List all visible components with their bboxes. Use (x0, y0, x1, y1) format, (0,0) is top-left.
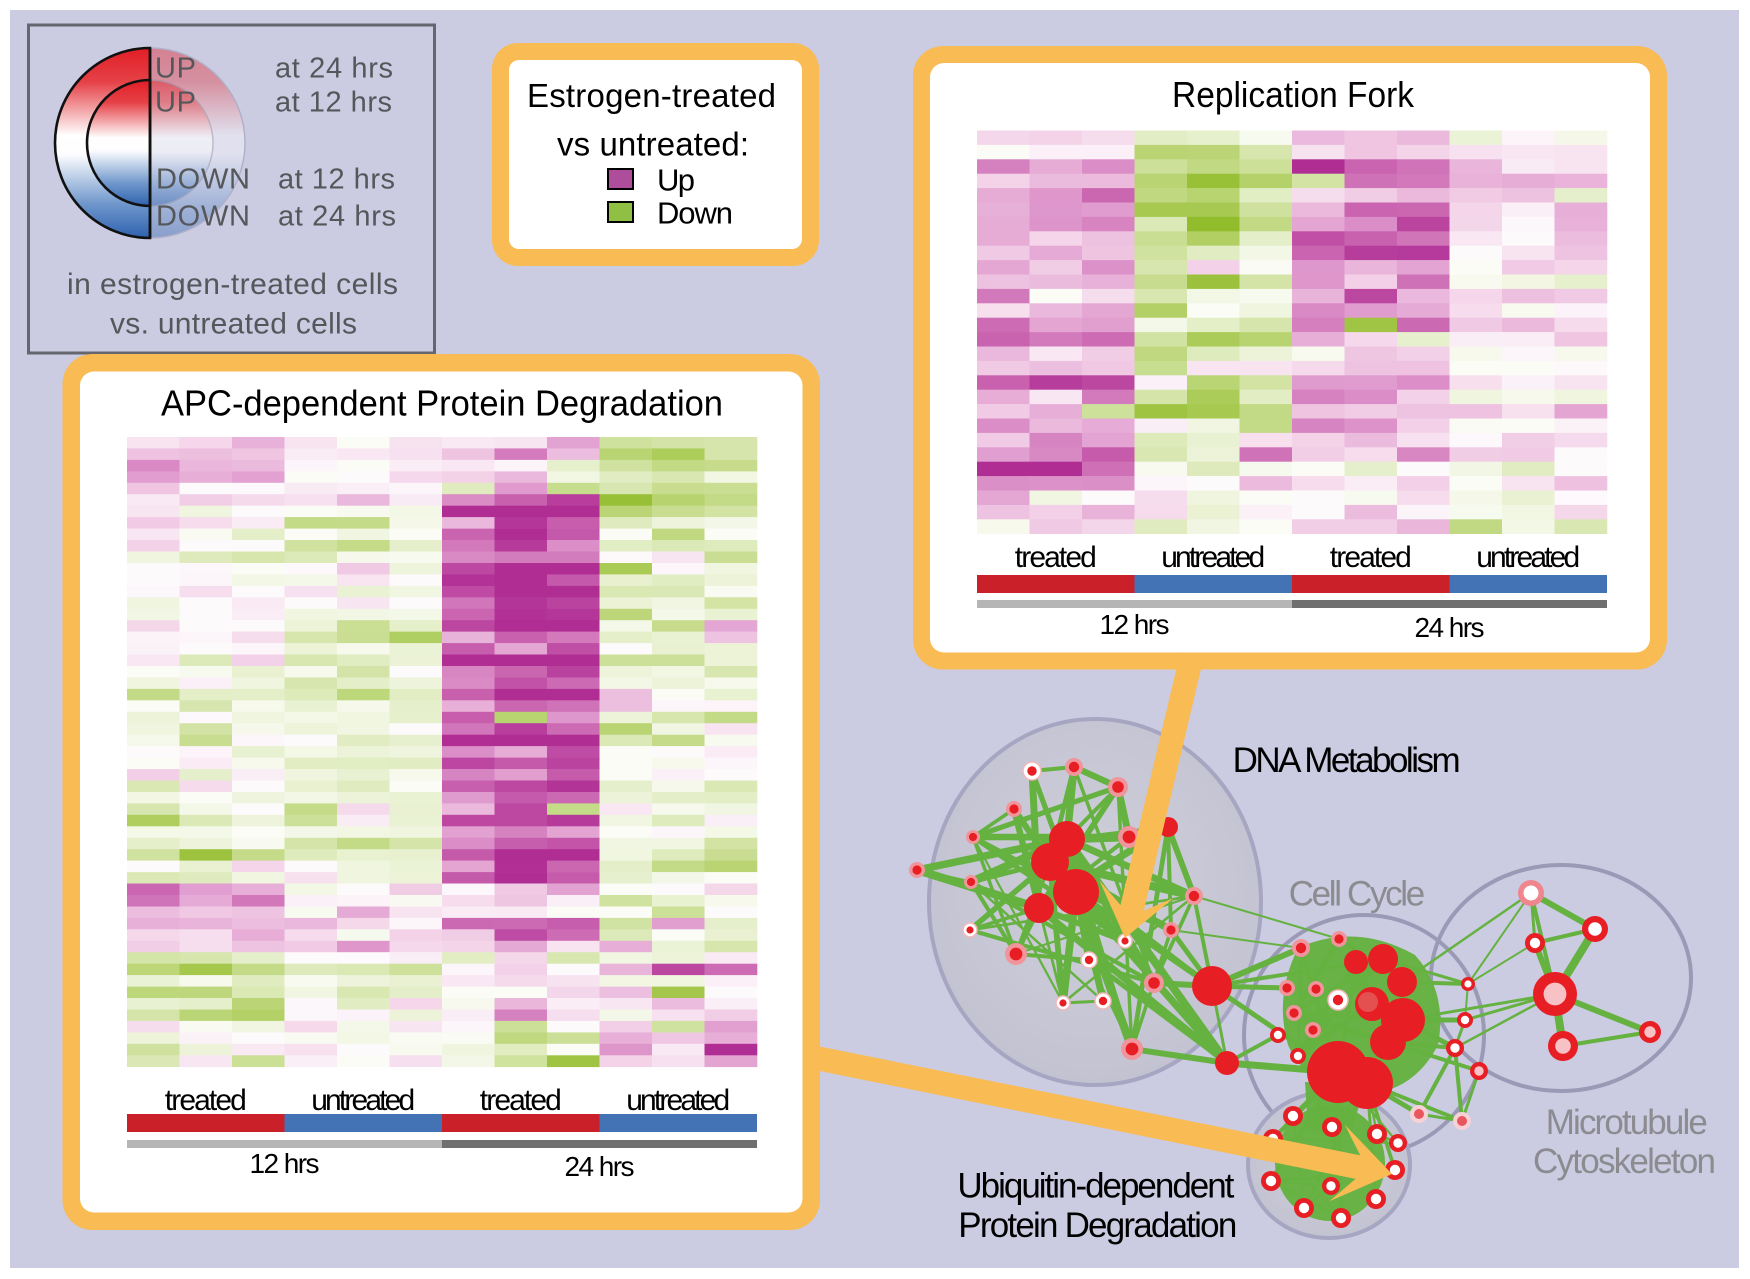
svg-text:Replication Fork: Replication Fork (1172, 74, 1415, 115)
svg-text:at 12 hrs: at 12 hrs (275, 87, 392, 119)
svg-text:DNA Metabolism: DNA Metabolism (1233, 741, 1461, 780)
svg-text:treated: treated (165, 1084, 247, 1117)
svg-text:in estrogen-treated cells: in estrogen-treated cells (67, 268, 398, 301)
svg-text:Microtubule: Microtubule (1546, 1103, 1708, 1142)
svg-text:UP: UP (155, 53, 196, 85)
svg-text:Ubiquitin-dependent: Ubiquitin-dependent (957, 1167, 1234, 1206)
svg-text:vs. untreated cells: vs. untreated cells (110, 308, 357, 341)
svg-text:12 hrs: 12 hrs (250, 1148, 320, 1179)
svg-text:vs untreated:: vs untreated: (557, 126, 749, 163)
svg-text:Protein Degradation: Protein Degradation (958, 1206, 1237, 1245)
svg-text:untreated: untreated (1476, 541, 1580, 574)
svg-text:DOWN: DOWN (156, 164, 250, 196)
svg-text:treated: treated (480, 1084, 562, 1117)
svg-text:Down: Down (657, 195, 733, 230)
svg-text:untreated: untreated (626, 1084, 730, 1117)
svg-text:DOWN: DOWN (156, 201, 250, 233)
svg-text:at 24 hrs: at 24 hrs (278, 201, 396, 233)
svg-text:APC-dependent Protein Degradat: APC-dependent Protein Degradation (161, 382, 723, 423)
svg-text:treated: treated (1330, 541, 1412, 574)
svg-text:untreated: untreated (1161, 541, 1265, 574)
svg-text:Estrogen-treated: Estrogen-treated (527, 77, 776, 114)
svg-text:Up: Up (657, 163, 695, 198)
svg-text:at 24 hrs: at 24 hrs (275, 53, 393, 85)
svg-text:untreated: untreated (311, 1084, 415, 1117)
svg-text:at 12 hrs: at 12 hrs (278, 164, 395, 196)
svg-text:Cell Cycle: Cell Cycle (1289, 875, 1426, 914)
svg-text:Cytoskeleton: Cytoskeleton (1533, 1142, 1716, 1181)
svg-text:12 hrs: 12 hrs (1100, 609, 1170, 640)
svg-text:24 hrs: 24 hrs (565, 1151, 635, 1182)
svg-text:treated: treated (1015, 541, 1097, 574)
svg-text:UP: UP (155, 87, 196, 119)
svg-text:24 hrs: 24 hrs (1415, 612, 1485, 643)
